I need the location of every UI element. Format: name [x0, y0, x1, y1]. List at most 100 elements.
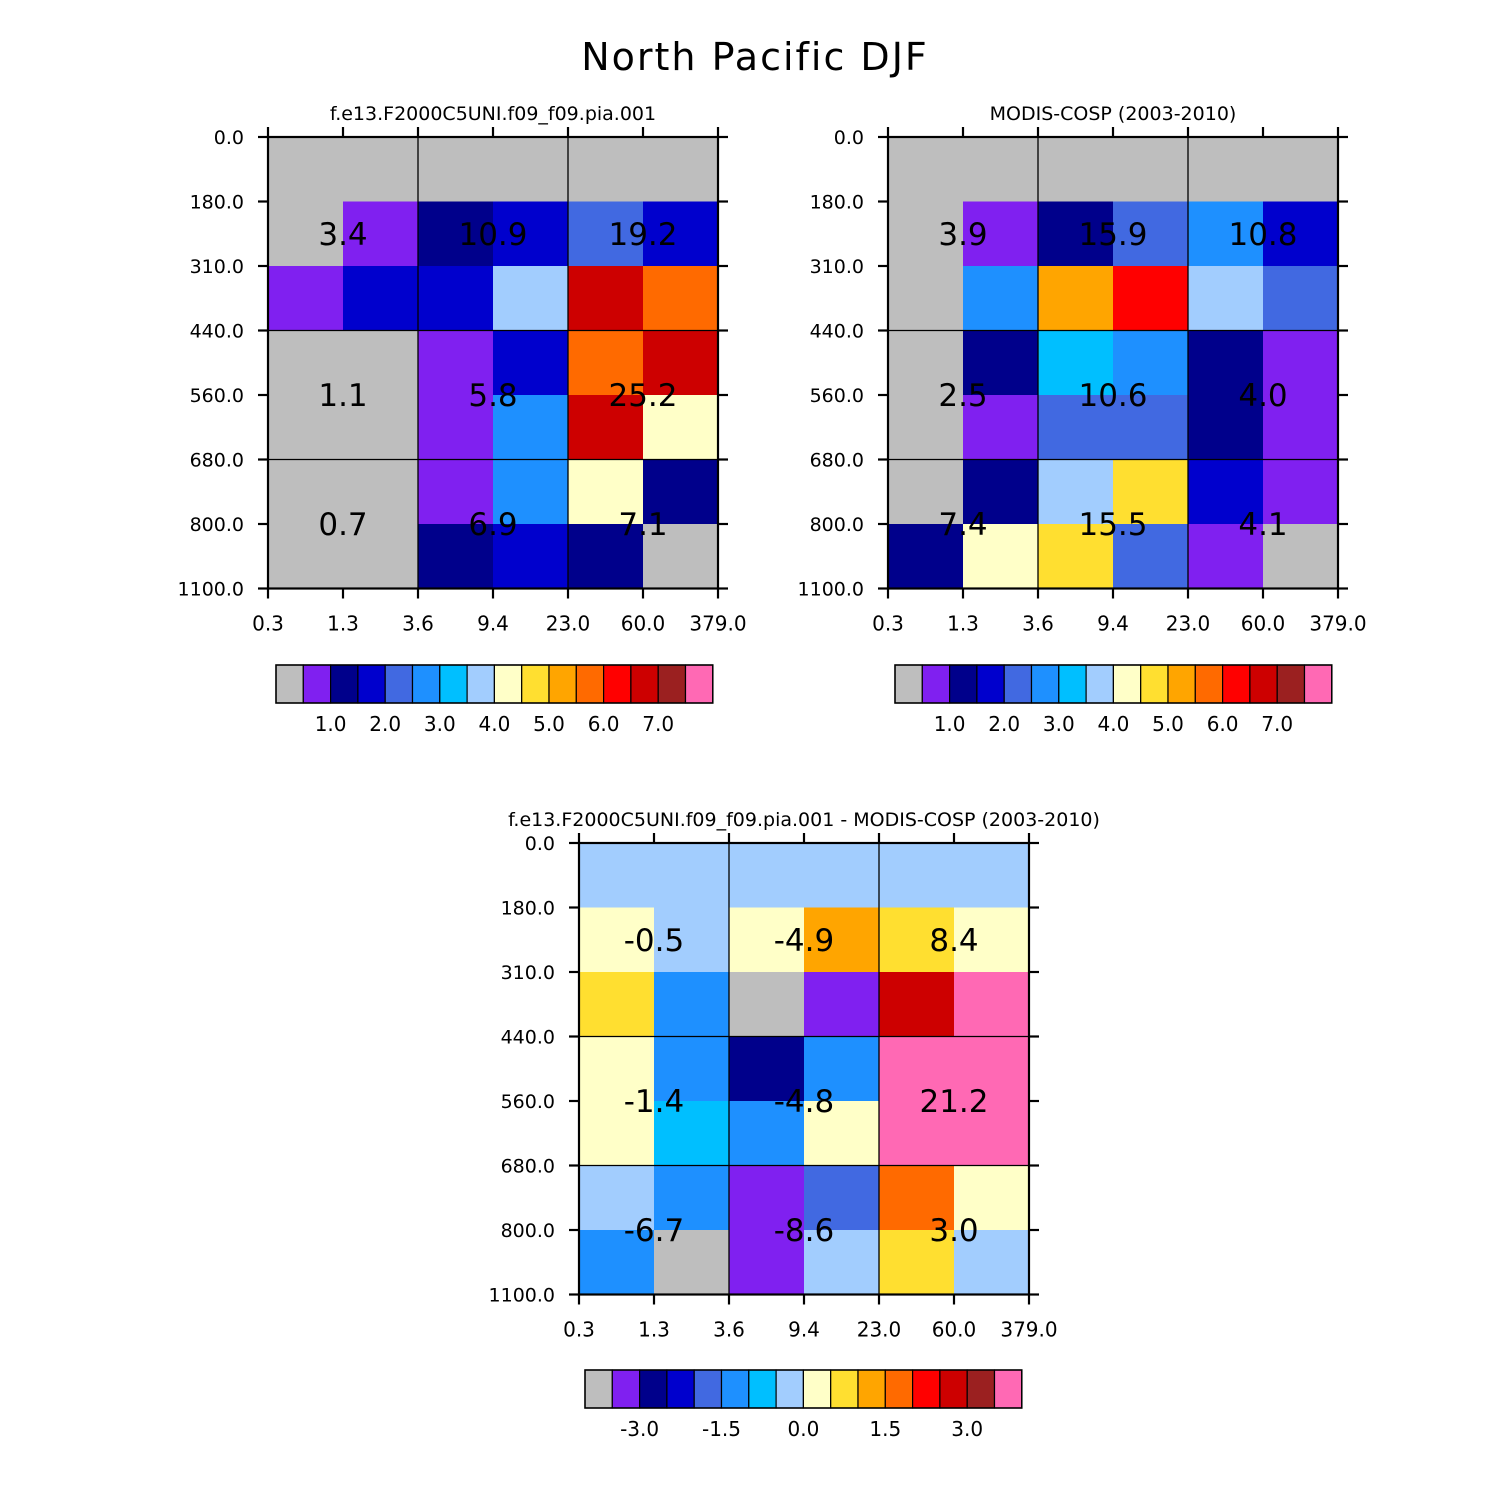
heatmap-cell	[1263, 330, 1339, 396]
colorbar-swatch	[684, 664, 714, 704]
heatmap-cell	[493, 459, 569, 525]
heatmap-cell	[418, 330, 494, 396]
colorbar-label: 2.0	[988, 712, 1020, 736]
y-tick-label: 680.0	[501, 1156, 555, 1178]
y-tick-label: 1100.0	[178, 579, 244, 601]
heatmap-cell	[804, 1165, 880, 1231]
heatmap-cell	[568, 459, 644, 525]
heatmap-cell	[343, 459, 419, 525]
heatmap-cell	[1188, 330, 1264, 396]
panel-title: f.e13.F2000C5UNI.f09_f09.pia.001 - MODIS…	[508, 809, 1100, 831]
colorbar-swatch	[993, 1369, 1023, 1409]
y-tick-label: 0.0	[214, 127, 244, 149]
panel-model: f.e13.F2000C5UNI.f09_f09.pia.001 0.0 180.0…	[178, 103, 747, 736]
colorbar-label: 1.0	[934, 712, 966, 736]
x-tick-label: 9.4	[1097, 612, 1129, 636]
heatmap-cell	[1113, 137, 1189, 203]
heatmap-cell	[1188, 395, 1264, 461]
heatmap-cell	[888, 201, 964, 267]
y-tick-label: 560.0	[190, 385, 244, 407]
heatmap-cell	[1263, 266, 1339, 332]
heatmap-cell	[804, 907, 880, 973]
y-tick-label: 800.0	[501, 1220, 555, 1242]
heatmap-cell	[1263, 395, 1339, 461]
panel-title: MODIS-COSP (2003-2010)	[990, 103, 1237, 125]
colorbar-swatch	[921, 664, 951, 704]
heatmap-cell	[268, 266, 344, 332]
heatmap-cell	[1113, 266, 1189, 332]
heatmap-cell	[1263, 459, 1339, 525]
colorbar-swatch	[584, 1369, 613, 1409]
heatmap-cell	[804, 972, 880, 1038]
x-tick-label: 1.3	[638, 1318, 670, 1342]
box-value: 21.2	[919, 1084, 988, 1120]
colorbar-swatch	[611, 1369, 641, 1409]
x-tick-label: 60.0	[932, 1318, 977, 1342]
x-tick-label: 1.3	[327, 612, 359, 636]
heatmap-cell	[1188, 524, 1264, 590]
heatmap-cell	[579, 1101, 655, 1167]
colorbar-swatch	[1167, 664, 1196, 704]
box-value: 25.2	[608, 378, 677, 414]
panel-obs: MODIS-COSP (2003-2010) 0.0 180.0 310.0 440.0…	[798, 103, 1367, 736]
heatmap-cell	[1038, 266, 1114, 332]
heatmap-cell	[1188, 137, 1264, 203]
heatmap-cell	[963, 459, 1039, 525]
heatmap-cell	[729, 1036, 805, 1102]
colorbar-swatch	[302, 664, 332, 704]
heatmap-cell	[729, 1230, 805, 1296]
x-tick-label: 9.4	[477, 612, 509, 636]
colorbar-label: -1.5	[702, 1417, 741, 1441]
heatmap-cell	[954, 972, 1030, 1038]
heatmap-cell	[804, 1230, 880, 1296]
colorbar-swatch	[939, 1369, 968, 1409]
x-tick-label: 0.3	[252, 612, 284, 636]
heatmap-cell	[654, 1165, 730, 1231]
box-value: 6.9	[468, 507, 517, 543]
heatmap-cell	[963, 395, 1039, 461]
colorbar-label: 1.0	[315, 712, 347, 736]
y-tick-label: 180.0	[501, 898, 555, 920]
heatmap-cell	[418, 137, 494, 203]
box-value: 15.5	[1078, 507, 1147, 543]
box-value: -1.4	[624, 1084, 685, 1120]
heatmap-cell	[654, 1101, 730, 1167]
x-tick-label: 23.0	[1166, 612, 1211, 636]
colorbar-swatch	[884, 1369, 914, 1409]
heatmap-cell	[729, 1165, 805, 1231]
colorbar-swatch	[1221, 664, 1251, 704]
box-value: 10.9	[458, 217, 527, 253]
heatmap-cell	[343, 330, 419, 396]
colorbar-swatch	[911, 1369, 941, 1409]
box-value: 2.5	[938, 378, 987, 414]
heatmap-cell	[1038, 330, 1114, 396]
box-value: 10.6	[1078, 378, 1147, 414]
heatmap-cell	[888, 330, 964, 396]
y-tick-label: 310.0	[190, 256, 244, 278]
heatmap-cell	[1188, 459, 1264, 525]
y-tick-label: 800.0	[810, 514, 864, 536]
heatmap-cell	[804, 1101, 880, 1167]
colorbar-swatch	[857, 1369, 886, 1409]
x-tick-label: 379.0	[1000, 1318, 1057, 1342]
heatmap-cell	[963, 524, 1039, 590]
heatmap-cell	[343, 137, 419, 203]
colorbar-label: 4.0	[1097, 712, 1129, 736]
heatmap-cell	[579, 1165, 655, 1231]
heatmap-cell	[963, 201, 1039, 267]
colorbar-swatch	[1249, 664, 1278, 704]
colorbar-label: 3.0	[951, 1417, 983, 1441]
colorbar-label: 3.0	[1043, 712, 1075, 736]
colorbar-swatch	[411, 664, 441, 704]
heatmap-cell	[954, 1101, 1030, 1167]
heatmap-cell	[343, 266, 419, 332]
colorbar-label: 6.0	[1207, 712, 1239, 736]
box-value: 4.1	[1238, 507, 1287, 543]
y-tick-label: 180.0	[810, 192, 864, 214]
box-value: 3.9	[938, 217, 987, 253]
heatmap-cell	[888, 266, 964, 332]
heatmap-cell	[579, 972, 655, 1038]
box-value: -6.7	[624, 1213, 685, 1249]
heatmap-cell	[343, 201, 419, 267]
